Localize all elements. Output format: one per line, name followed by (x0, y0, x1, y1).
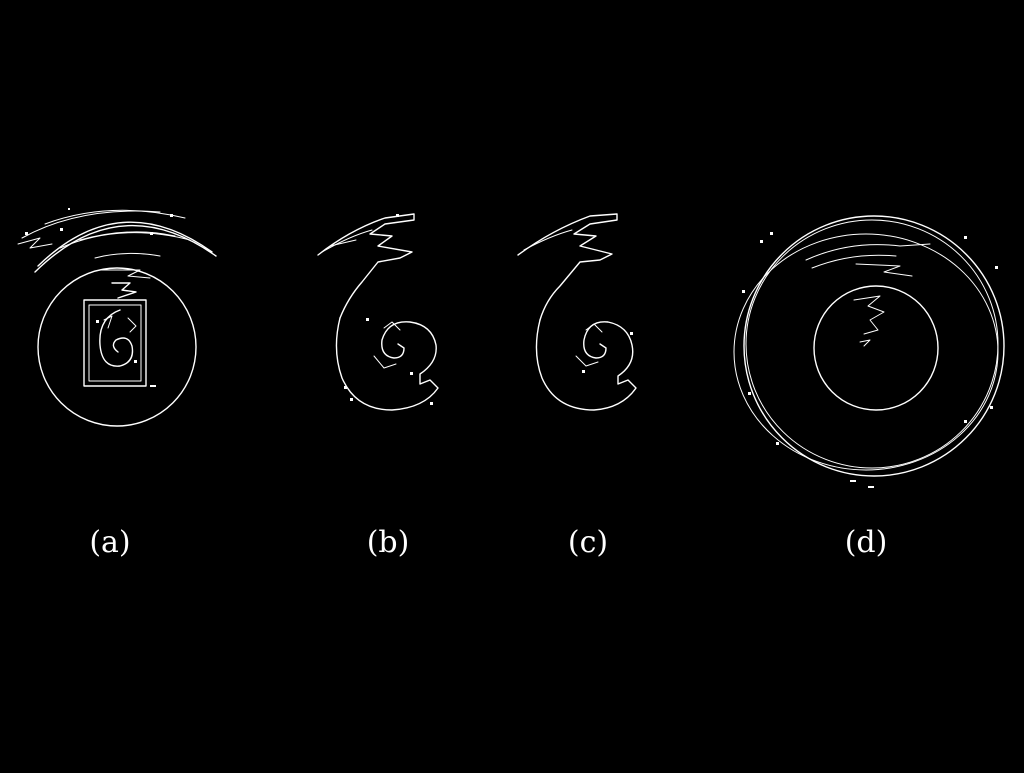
caption-c: (c) (568, 525, 608, 560)
panel-b (317, 213, 439, 411)
caption-d: (d) (845, 525, 888, 560)
panel-a (17, 208, 217, 427)
captions: (a) (b) (c) (d) (89, 525, 887, 560)
panel-d-rings (733, 215, 1005, 477)
panel-d-inner-motif (742, 232, 998, 488)
caption-a: (a) (89, 525, 130, 560)
panel-b-spiral (335, 317, 439, 411)
caption-b: (b) (367, 525, 410, 560)
panel-c-spiral (535, 319, 637, 411)
panel-a-swirl (96, 282, 156, 387)
panel-c-tail (517, 213, 618, 321)
panel-b-tail (317, 213, 415, 319)
panel-a-frame (37, 267, 197, 427)
panel-c (517, 213, 637, 411)
panel-d (733, 215, 1005, 488)
panel-a-arcs (17, 208, 217, 279)
